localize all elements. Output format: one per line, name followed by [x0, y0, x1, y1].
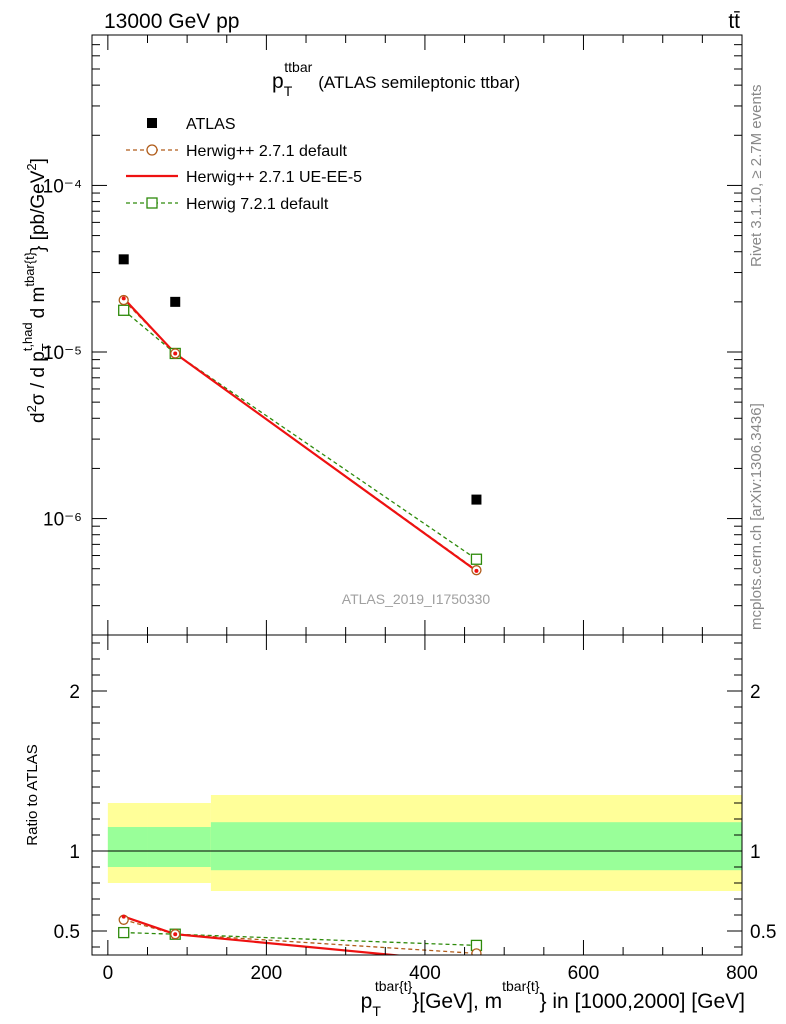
header-energy: 13000 GeV pp — [104, 10, 239, 33]
x-tick-label: 200 — [251, 963, 283, 984]
legend-label-herwigpp-ueee5: Herwig++ 2.7.1 UE-EE-5 — [186, 169, 362, 186]
main-y-tick-label: 10⁻⁶ — [43, 510, 82, 531]
rivet-label: Rivet 3.1.10, ≥ 2.7M events — [748, 85, 765, 268]
main-point-herwig-2-7-1-ue-ee-5 — [474, 568, 479, 573]
main-point-herwig-2-7-1-ue-ee-5 — [121, 296, 126, 301]
ratio-point-herwig-2-7-1-ue-ee-5 — [474, 961, 478, 965]
ratio-y-tick-label-left: 0.5 — [54, 922, 80, 943]
xlabel-sub: T — [372, 1003, 381, 1019]
main-line-herwig-7-2-1-default — [123, 309, 477, 560]
ratio-axis-ticks — [92, 635, 743, 955]
x-tick-label: 600 — [568, 963, 600, 984]
ratio-y-tick-labels: 0.5 0.5 1 1 2 2 — [54, 682, 777, 943]
ratio-x-tick-labels: 0 200 400 600 800 — [103, 963, 758, 984]
main-line-herwig-2-7-1-ue-ee-5 — [122, 297, 478, 572]
ratio-y-tick-label-right: 0.5 — [750, 922, 776, 943]
ratio-line-herwig-2-7-1-default — [123, 919, 477, 955]
x-tick-label: 800 — [726, 963, 758, 984]
legend: ATLAS Herwig++ 2.7.1 default Herwig++ 2.… — [126, 116, 362, 213]
xlabel-mid: }[GeV], m — [412, 990, 502, 1013]
x-axis-label: pTtbar{t}}[GeV], mtbar{t}} in [1000,2000… — [361, 978, 745, 1019]
analysis-watermark: ATLAS_2019_I1750330 — [342, 591, 491, 607]
ratio-bands — [107, 795, 742, 891]
x-tick-label: 0 — [103, 963, 114, 984]
xlabel-p: p — [361, 990, 373, 1013]
header-process: tt̄ — [728, 10, 740, 33]
ratio-band-inner — [107, 827, 148, 867]
ratio-band-inner — [147, 827, 211, 867]
main-point-atlas — [118, 254, 129, 265]
title-sub: T — [284, 83, 293, 99]
x-tick-label: 400 — [409, 963, 441, 984]
ratio-y-tick-label-left: 2 — [69, 682, 80, 703]
ratio-point-herwig-7-2-1-default — [118, 926, 130, 939]
legend-marker-herwig72-default — [146, 197, 158, 209]
legend-label-herwig72-default: Herwig 7.2.1 default — [186, 196, 329, 213]
ratio-point-herwig-2-7-1-ue-ee-5 — [121, 914, 126, 919]
main-point-herwig-2-7-1-ue-ee-5 — [173, 351, 178, 356]
main-point-herwig-7-2-1-default — [470, 553, 483, 565]
ratio-y-tick-label-left: 1 — [69, 842, 80, 863]
ratio-y-tick-label-right: 1 — [750, 842, 761, 863]
main-y-label: d2σ / d pTt,hadd mtbar{t}} [pb/GeV2] — [20, 158, 54, 423]
ratio-plot-frame — [91, 634, 743, 956]
ratio-series-group — [118, 914, 483, 965]
ratio-panel: 0.5 0.51 12 2 0 200 400 600 800 Ratio to ATLAS … — [24, 634, 777, 1019]
main-title: pTttbar (ATLAS semileptonic ttbar) — [272, 59, 520, 99]
main-point-atlas — [170, 296, 181, 307]
ratio-point-herwig-2-7-1-ue-ee-5 — [173, 932, 178, 937]
main-series-group — [118, 254, 483, 576]
legend-label-atlas: ATLAS — [186, 116, 236, 133]
main-y-tick-labels: 10⁻⁶ 10⁻⁵ 10⁻⁴ — [43, 176, 82, 530]
main-line-herwig-2-7-1-default — [123, 299, 477, 571]
ratio-band-inner — [210, 822, 742, 871]
legend-marker-herwigpp-default — [146, 144, 158, 156]
mcplots-label: mcplots.cern.ch [arXiv:1306.3436] — [748, 403, 765, 630]
xlabel-sup2: tbar{t} — [502, 978, 540, 994]
legend-marker-atlas — [147, 118, 157, 128]
legend-label-herwigpp-default: Herwig++ 2.7.1 default — [186, 143, 348, 160]
ratio-point-herwig-2-7-1-default — [471, 948, 482, 955]
title-p: p — [272, 70, 284, 93]
main-point-atlas — [471, 494, 482, 505]
xlabel-sup1: tbar{t} — [375, 978, 413, 994]
main-y-tick-label: 10⁻⁴ — [43, 176, 82, 197]
main-axis-ticks — [92, 34, 743, 636]
main-y-tick-label: 10⁻⁵ — [43, 343, 82, 364]
title-sup: ttbar — [284, 59, 312, 75]
ratio-y-tick-label-right: 2 — [750, 682, 761, 703]
ratio-y-label: Ratio to ATLAS — [24, 744, 41, 845]
main-point-herwig-7-2-1-default — [118, 304, 130, 316]
title-rest: (ATLAS semileptonic ttbar) — [318, 73, 520, 92]
xlabel-rest: } in [1000,2000] [GeV] — [540, 990, 746, 1013]
main-panel: 10⁻⁶ 10⁻⁵ 10⁻⁴ pTttbar (ATLAS semileptonic … — [20, 34, 743, 636]
